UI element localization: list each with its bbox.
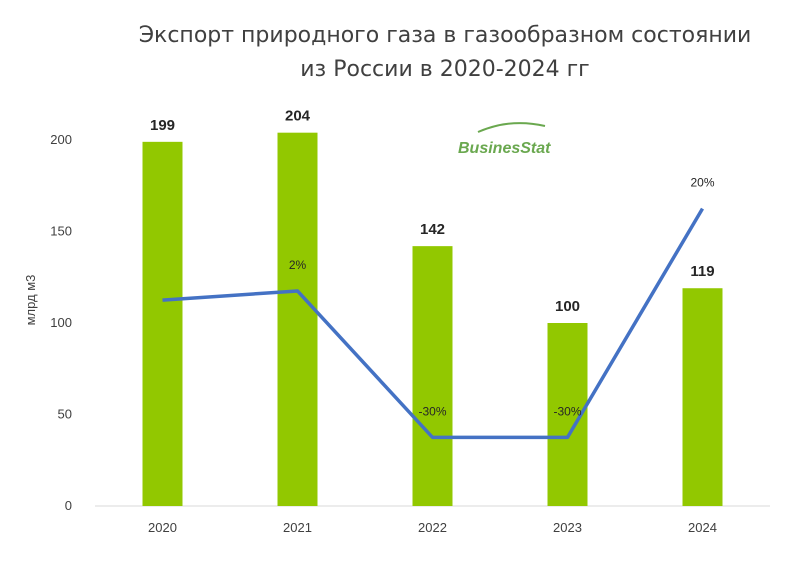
bar-value-label: 142 xyxy=(420,221,445,238)
chart-title: Экспорт природного газа в газообразном с… xyxy=(139,23,752,82)
bar-2020 xyxy=(142,141,183,506)
y-tick-label: 150 xyxy=(50,224,72,239)
x-axis-ticks: 2020 2021 2022 2023 2024 xyxy=(148,520,717,535)
bar-value-label: 100 xyxy=(555,298,580,315)
x-tick-label: 2020 xyxy=(148,520,177,535)
y-tick-label: 200 xyxy=(50,132,72,147)
bar-value-label: 119 xyxy=(690,263,714,280)
bar-2021 xyxy=(277,132,318,506)
x-tick-label: 2021 xyxy=(283,520,312,535)
value-labels: 199 204 142 100 119 xyxy=(150,108,715,315)
title-line-1: Экспорт природного газа в газообразном с… xyxy=(139,23,752,48)
bar-value-label: 204 xyxy=(285,108,311,125)
logo-swoosh xyxy=(477,122,546,133)
y-axis-ticks: 0 50 100 150 200 xyxy=(50,132,72,513)
title-line-2: из России в 2020-2024 гг xyxy=(300,57,589,82)
y-axis-label: млрд м3 xyxy=(23,275,38,326)
brand-logo: BusinesStat xyxy=(458,122,551,157)
x-tick-label: 2022 xyxy=(418,520,447,535)
x-tick-label: 2023 xyxy=(553,520,582,535)
growth-line xyxy=(162,207,705,440)
growth-label: 20% xyxy=(690,176,714,190)
y-tick-label: 0 xyxy=(65,498,72,513)
bar-2022 xyxy=(412,246,453,506)
bar-value-label: 199 xyxy=(150,117,175,134)
growth-labels: 2% -30% -30% 20% xyxy=(289,176,715,419)
growth-label: 2% xyxy=(289,258,307,272)
y-tick-label: 50 xyxy=(58,407,72,422)
x-tick-label: 2024 xyxy=(688,520,717,535)
bar-2024 xyxy=(682,288,723,506)
growth-label: -30% xyxy=(418,404,446,418)
y-tick-label: 100 xyxy=(50,315,72,330)
logo-text: BusinesStat xyxy=(458,140,551,157)
growth-label: -30% xyxy=(553,404,581,418)
